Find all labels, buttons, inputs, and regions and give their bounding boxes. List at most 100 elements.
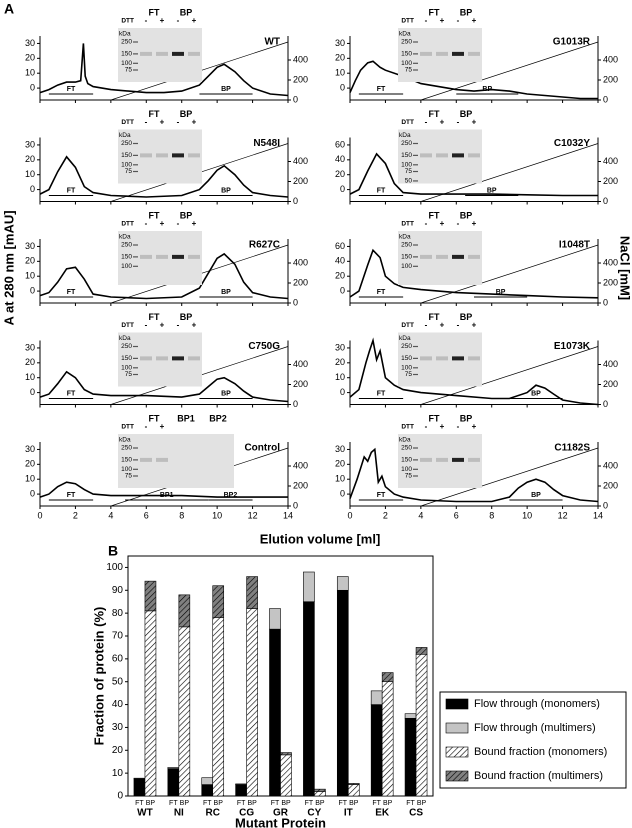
bar-segment <box>404 717 417 797</box>
gel-lane-name: BP <box>460 413 473 423</box>
gel-unit: kDa <box>399 234 411 241</box>
gel-band <box>420 254 432 259</box>
y-tick-label: 30 <box>335 38 345 48</box>
gel-lane-name: BP <box>460 109 473 119</box>
gel-band <box>452 457 464 462</box>
y-tick-label: 0 <box>117 791 123 802</box>
y-axis-label: Fraction of protein (%) <box>91 607 106 746</box>
gel-band <box>172 356 184 361</box>
y-tick-label: 80 <box>112 608 124 619</box>
x-tick-label: CG <box>239 808 254 819</box>
fraction-label: FT <box>377 492 386 499</box>
gel-band <box>156 153 168 158</box>
y2-tick-label: 400 <box>603 359 618 369</box>
gel-band <box>468 457 480 462</box>
gel-lane-name: FT <box>429 210 440 220</box>
gel-marker-label: 150 <box>401 457 412 464</box>
fraction-label: BP2 <box>224 492 238 499</box>
gel-marker-label: 150 <box>121 51 132 58</box>
gel-lane-sign: + <box>192 219 197 228</box>
absorbance-line <box>39 252 289 300</box>
x-tick-label: 6 <box>144 510 149 520</box>
gel-band <box>452 356 464 361</box>
fraction-label: BP <box>482 86 492 93</box>
gel-lane-sign: - <box>177 118 180 127</box>
y2-tick-label: 400 <box>603 54 618 64</box>
x-tick-label: 10 <box>522 510 532 520</box>
y-tick-label: 30 <box>25 342 35 352</box>
y-tick-label: 10 <box>25 271 35 281</box>
gel-band <box>140 356 152 361</box>
legend-swatch <box>445 722 469 734</box>
gel-marker-label: 50 <box>405 178 413 185</box>
gel-marker-label: 250 <box>401 39 412 46</box>
gel-unit: kDa <box>399 335 411 342</box>
legend-label: Flow through (multimers) <box>474 722 596 734</box>
gel-dtt: DTT <box>401 322 414 329</box>
gel-marker-label: 75 <box>125 473 133 480</box>
bar-segment <box>212 585 225 619</box>
gel-marker-label: 75 <box>405 168 413 175</box>
bar-segment <box>415 647 428 655</box>
gel-marker-label: 100 <box>121 365 132 372</box>
y2-tick-label: 0 <box>293 196 298 206</box>
y-tick-label: 30 <box>112 722 124 733</box>
gel-marker-label: 250 <box>401 343 412 350</box>
y2-tick-label: 200 <box>603 277 618 287</box>
x-tick-label: 2 <box>383 510 388 520</box>
y-tick-label: 40 <box>112 699 124 710</box>
y-tick-label: 20 <box>25 154 35 164</box>
y2-tick-label: 400 <box>293 359 308 369</box>
fraction-label: BP <box>496 289 506 296</box>
gel-lane-name: BP <box>180 312 193 322</box>
gel-lane-name: FT <box>149 413 160 423</box>
y-tick-label: 70 <box>112 631 124 642</box>
gel-lane-sign: - <box>457 422 460 431</box>
gradient-line <box>350 346 599 405</box>
gel-unit: kDa <box>399 132 411 139</box>
gel-lane-name: FT <box>149 7 160 17</box>
x-tick-label: 4 <box>108 510 113 520</box>
gel-marker-label: 75 <box>125 67 133 74</box>
bar-segment <box>269 628 281 797</box>
panel-label: B <box>108 543 118 559</box>
gel-lane-sign: - <box>457 118 460 127</box>
bar-segment <box>347 784 360 797</box>
fraction-label: FT <box>377 187 386 194</box>
gel-band <box>188 356 200 361</box>
gel-unit: kDa <box>119 437 131 444</box>
gel-band <box>156 356 168 361</box>
y2-tick-label: 400 <box>293 54 308 64</box>
gel-marker-label: 100 <box>401 466 412 473</box>
fraction-label: BP <box>221 390 231 397</box>
bar-segment <box>303 601 315 797</box>
gel-lane-sign: + <box>192 118 197 127</box>
absorbance-line <box>39 370 289 403</box>
y-tick-label: 0 <box>30 387 35 397</box>
gel-lane-name: FT <box>429 7 440 17</box>
y-tick-label: 30 <box>25 38 35 48</box>
legend-box <box>439 691 627 789</box>
bar-sub-label: FT <box>305 800 314 807</box>
gel-lane-sign: + <box>440 219 445 228</box>
bar-segment <box>235 783 247 785</box>
fraction-label: BP <box>487 187 497 194</box>
gel-band <box>436 153 448 158</box>
sample-title: C750G <box>248 341 280 352</box>
gel-lane-sign: + <box>440 321 445 330</box>
bar-segment <box>235 784 247 797</box>
y-tick-label: 10 <box>112 768 124 779</box>
x-tick-label: 8 <box>489 510 494 520</box>
bar-segment <box>336 589 349 797</box>
y-tick-label: 0 <box>340 82 345 92</box>
bar-sub-label: BP <box>146 800 156 807</box>
gel-dtt: DTT <box>401 424 414 431</box>
gel-dtt: DTT <box>121 322 134 329</box>
gel-lane-name: BP <box>180 109 193 119</box>
gel-lane-name: FT <box>149 210 160 220</box>
gel-band <box>140 254 152 259</box>
bar-segment <box>347 783 360 785</box>
y2-tick-label: 400 <box>603 460 618 470</box>
gel-lane-sign: + <box>472 219 477 228</box>
y-tick-label: 60 <box>112 653 124 664</box>
